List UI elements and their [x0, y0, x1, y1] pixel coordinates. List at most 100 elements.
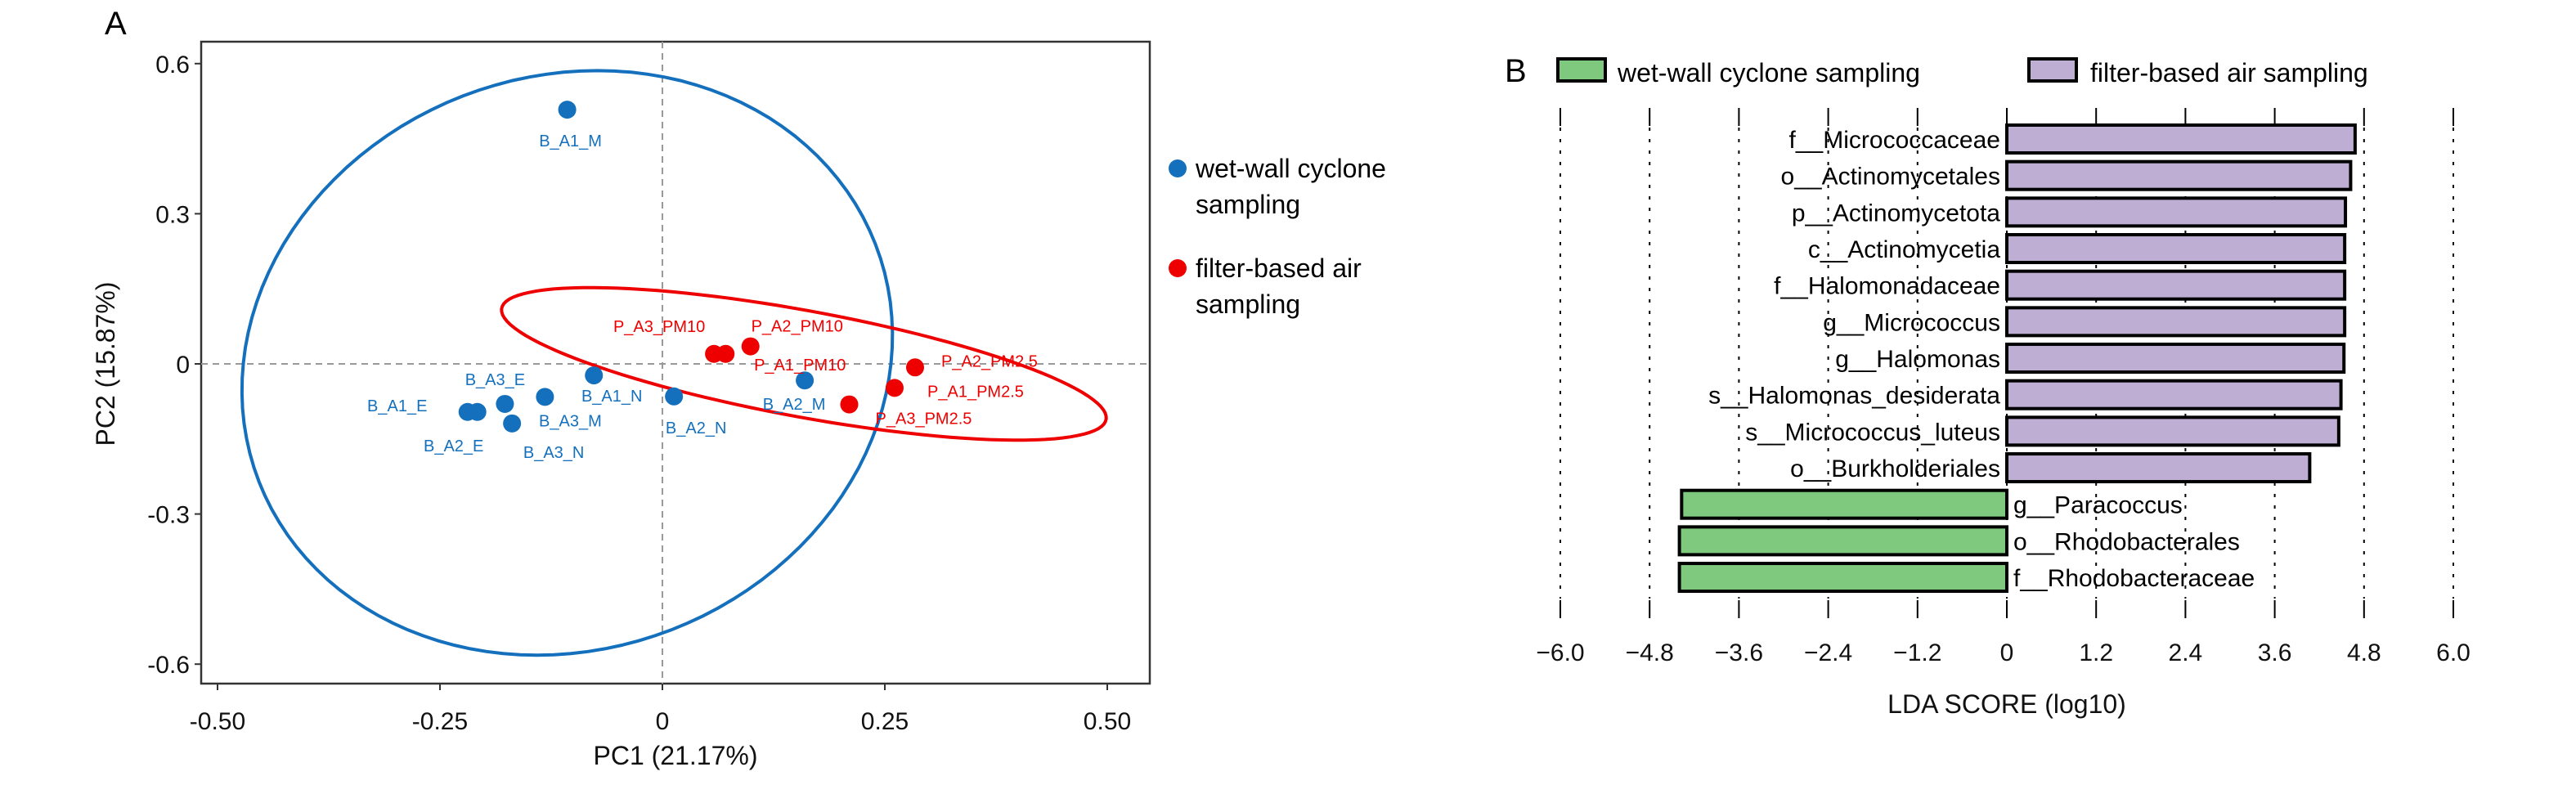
bar	[2005, 415, 2340, 447]
point-label: P_A1_PM10	[754, 357, 846, 375]
point-label: B_A2_E	[424, 437, 483, 455]
x-tick-label: 4.8	[2347, 639, 2381, 666]
bar	[2005, 343, 2346, 375]
filter-legend-swatch	[2027, 57, 2078, 83]
bar	[1680, 488, 2009, 520]
point-label: B_A2_N	[666, 419, 727, 437]
y-tick-label: 0	[176, 352, 190, 379]
x-axis-label: LDA SCORE (log10)	[1887, 689, 2126, 719]
bar	[1677, 525, 2009, 557]
category-label: f__Rhodobacteraceae	[2013, 565, 2255, 592]
data-point	[716, 344, 735, 363]
bar	[2005, 452, 2312, 484]
x-tick-label: 1.2	[2079, 639, 2113, 666]
category-label: g__Micrococcus	[1823, 309, 2000, 336]
data-point	[468, 402, 487, 421]
x-tick-label: −4.8	[1626, 639, 1674, 666]
x-tick-label: -0.25	[412, 708, 468, 735]
data-point	[496, 394, 514, 413]
point-label: P_A2_PM10	[752, 318, 843, 336]
axis-ticks: -0.50 -0.25 0 0.25 0.50 -0.6 -0.3 0 0.3 0.6	[147, 52, 1131, 735]
y-tick-label: 0.6	[155, 52, 190, 78]
legend-label: sampling	[1196, 190, 1300, 219]
bar	[1677, 562, 2009, 594]
data-point	[796, 371, 815, 390]
x-axis-label: PC1 (21.17%)	[594, 741, 758, 770]
x-tick-label: -0.50	[190, 708, 245, 735]
x-tick-label: 0.25	[861, 708, 909, 735]
x-tick-label: 0	[2000, 639, 2014, 666]
data-point	[558, 101, 577, 119]
data-point	[885, 379, 904, 397]
axis-ticks: −6.0 −4.8 −3.6 −2.4 −1.2 0 1.2 2.4 3.6 4.8 6.0	[1536, 108, 2471, 666]
x-tick-label: −1.2	[1893, 639, 1941, 666]
category-label: s__Micrococcus_luteus	[1745, 419, 2000, 446]
data-point	[840, 395, 859, 414]
filter-legend-marker	[1169, 259, 1187, 277]
legend-label: sampling	[1196, 289, 1300, 319]
category-label: o__Rhodobacterales	[2013, 528, 2240, 555]
legend-label: wet-wall cyclone	[1195, 154, 1386, 183]
wet-legend-swatch	[1556, 57, 1607, 83]
bar	[2005, 269, 2347, 301]
bar	[2005, 196, 2348, 228]
y-tick-label: 0.3	[155, 201, 190, 228]
legend-label: filter-based air sampling	[2090, 58, 2368, 87]
point-label: P_A1_PM2.5	[927, 383, 1024, 401]
plot-frame	[200, 40, 1151, 685]
point-label: B_A3_E	[465, 371, 525, 389]
category-label: g__Paracoccus	[2013, 492, 2183, 519]
wet-confidence-ellipse	[240, 69, 895, 657]
category-label: f__Halomonadaceae	[1774, 273, 2000, 300]
wet-legend-marker	[1169, 159, 1187, 177]
point-label: P_A2_PM2.5	[941, 352, 1038, 370]
data-point	[585, 366, 604, 385]
x-tick-label: 0	[656, 708, 670, 735]
category-label: s__Halomonas_desiderata	[1708, 383, 2000, 410]
category-label: o__Burkholderiales	[1790, 455, 2000, 482]
category-label: g__Halomonas	[1835, 346, 2000, 373]
x-tick-label: 6.0	[2436, 639, 2471, 666]
legend-label: filter-based air	[1196, 253, 1362, 283]
x-tick-label: 2.4	[2169, 639, 2203, 666]
data-point	[905, 358, 924, 377]
bar	[2005, 159, 2353, 191]
x-tick-label: −3.6	[1715, 639, 1763, 666]
data-point	[741, 337, 760, 356]
y-tick-label: -0.6	[147, 652, 190, 679]
x-tick-label: −2.4	[1804, 639, 1852, 666]
bar	[2005, 306, 2347, 338]
bar	[2005, 379, 2343, 410]
legend: wet-wall cyclone sampling filter-based air…	[1169, 154, 1386, 319]
x-tick-label: 0.50	[1084, 708, 1131, 735]
confidence-ellipses	[240, 69, 1108, 657]
point-label: B_A1_M	[539, 132, 602, 150]
legend-label: wet-wall cyclone sampling	[1617, 58, 1920, 87]
x-tick-label: −6.0	[1536, 639, 1584, 666]
category-label: f__Micrococcaceae	[1789, 127, 2000, 154]
scatter-points: B_A1_M B_A1_N B_A2_N B_A2_M B_A3_M B_A3_E B_A1…	[367, 101, 1038, 462]
data-point	[536, 388, 554, 406]
category-label: p__Actinomycetota	[1792, 200, 2000, 227]
category-label: c__Actinomycetia	[1808, 236, 2000, 263]
data-point	[665, 387, 684, 406]
panel-label-b: B	[1505, 53, 1527, 89]
y-axis-label: PC2 (15.87%)	[91, 282, 120, 446]
point-label: P_A3_PM10	[613, 318, 705, 336]
panel-label-a: A	[105, 6, 127, 42]
filter-confidence-ellipse	[500, 285, 1108, 442]
point-label: B_A1_N	[581, 388, 643, 406]
point-label: B_A3_M	[539, 412, 602, 430]
category-label: o__Actinomycetales	[1781, 164, 2000, 191]
point-label: P_A3_PM2.5	[876, 410, 972, 428]
pca-panel: A B_A1_MB_A1_NB_A2_NB_A2_MB_A3_MB_A3_EB_…	[91, 6, 1386, 770]
y-tick-label: -0.3	[147, 502, 190, 529]
point-label: B_A3_N	[523, 444, 585, 462]
bar	[2005, 233, 2347, 265]
point-label: B_A1_E	[367, 397, 427, 415]
legend: wet-wall cyclone sampling filter-based ai…	[1556, 57, 2368, 87]
data-point	[503, 414, 522, 433]
bar	[2005, 123, 2357, 155]
x-tick-label: 3.6	[2258, 639, 2292, 666]
grid-lines	[1560, 128, 2454, 599]
